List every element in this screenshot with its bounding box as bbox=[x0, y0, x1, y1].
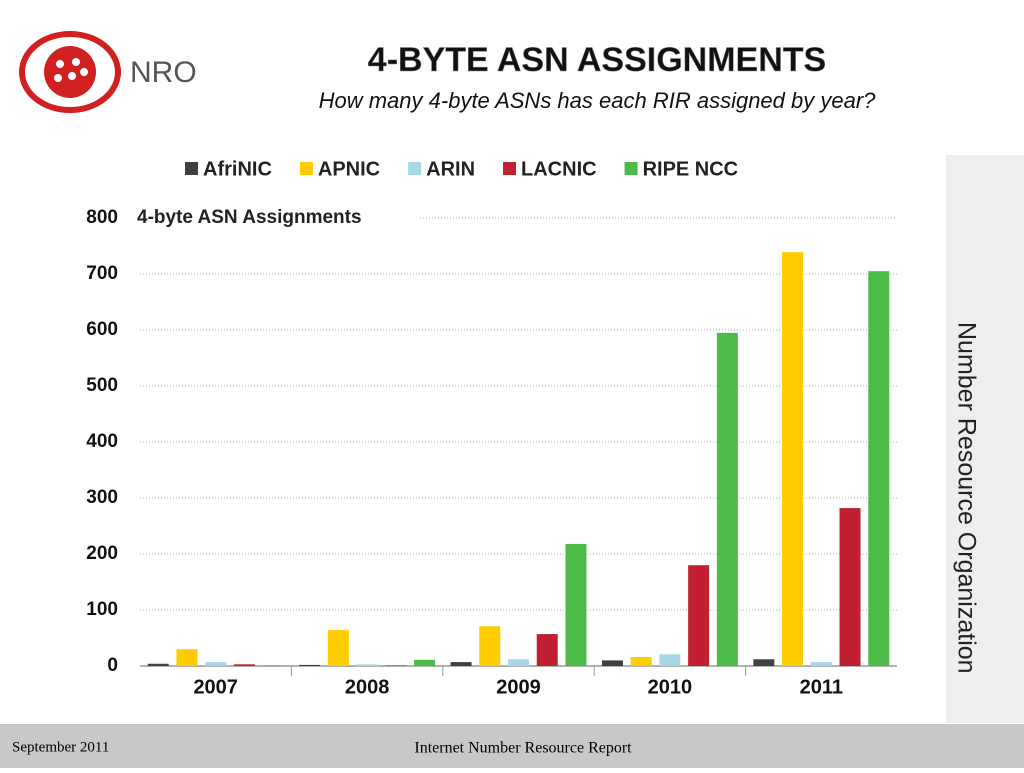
y-tick-label: 0 bbox=[107, 655, 118, 676]
bar bbox=[450, 662, 472, 666]
bar bbox=[147, 663, 169, 666]
bar bbox=[205, 662, 227, 666]
logo-dot bbox=[68, 72, 76, 80]
legend-swatch bbox=[408, 162, 422, 175]
bar bbox=[630, 657, 652, 666]
bar bbox=[327, 630, 349, 666]
bar bbox=[601, 660, 623, 666]
logo-dot bbox=[72, 58, 80, 66]
x-tick-label: 2010 bbox=[648, 676, 693, 698]
logo-text: NRO bbox=[130, 56, 197, 89]
bar bbox=[753, 659, 775, 666]
y-tick-label: 200 bbox=[86, 543, 118, 564]
logo-core bbox=[44, 46, 96, 98]
logo-dot bbox=[54, 74, 62, 82]
bar bbox=[659, 654, 681, 666]
logo-dot bbox=[80, 68, 88, 76]
bar bbox=[868, 271, 890, 666]
bar bbox=[479, 626, 501, 666]
y-tick-label: 800 bbox=[86, 207, 118, 228]
y-tick-label: 600 bbox=[86, 319, 118, 340]
legend-swatch bbox=[299, 162, 313, 175]
legend-label: RIPE NCC bbox=[643, 158, 739, 180]
x-tick-label: 2007 bbox=[193, 676, 238, 698]
x-tick-label: 2008 bbox=[345, 676, 390, 698]
logo-dot bbox=[56, 60, 64, 68]
slide-subtitle: How many 4-byte ASNs has each RIR assign… bbox=[319, 88, 877, 113]
chart-title: 4-byte ASN Assignments bbox=[137, 207, 362, 228]
bar bbox=[716, 332, 738, 666]
y-tick-label: 300 bbox=[86, 487, 118, 508]
x-tick-label: 2011 bbox=[800, 676, 843, 698]
legend-swatch bbox=[185, 162, 198, 175]
legend-label: ARIN bbox=[426, 158, 475, 180]
side-panel bbox=[946, 155, 1024, 723]
legend-label: LACNIC bbox=[521, 158, 597, 180]
logo-ring bbox=[19, 31, 121, 113]
bar bbox=[508, 659, 529, 666]
bar bbox=[233, 664, 255, 666]
bar bbox=[688, 565, 710, 666]
footer-center: Internet Number Resource Report bbox=[414, 740, 632, 757]
logo: NRO bbox=[19, 31, 197, 113]
x-tick-label: 2009 bbox=[496, 676, 541, 698]
slide-title: 4-BYTE ASN ASSIGNMENTS bbox=[368, 41, 826, 79]
bar bbox=[176, 649, 198, 666]
side-label: Number Resource Organization bbox=[952, 322, 980, 674]
footer-left: September 2011 bbox=[12, 739, 109, 755]
bar bbox=[262, 665, 284, 666]
bar bbox=[839, 508, 861, 666]
bar bbox=[299, 664, 321, 666]
bar bbox=[414, 659, 436, 666]
bar bbox=[385, 665, 407, 666]
legend-swatch bbox=[624, 162, 638, 175]
footer-bar bbox=[0, 724, 1024, 768]
legend-label: AfriNIC bbox=[203, 158, 272, 180]
bar bbox=[810, 662, 832, 666]
legend-swatch bbox=[503, 162, 517, 175]
y-tick-label: 100 bbox=[86, 599, 118, 620]
bar bbox=[536, 634, 558, 666]
legend-label: APNIC bbox=[318, 158, 380, 180]
bar bbox=[565, 543, 587, 666]
bar bbox=[782, 252, 804, 666]
y-tick-label: 500 bbox=[86, 375, 118, 396]
bar bbox=[356, 664, 378, 666]
y-tick-label: 400 bbox=[86, 431, 118, 452]
y-tick-label: 700 bbox=[86, 263, 118, 284]
